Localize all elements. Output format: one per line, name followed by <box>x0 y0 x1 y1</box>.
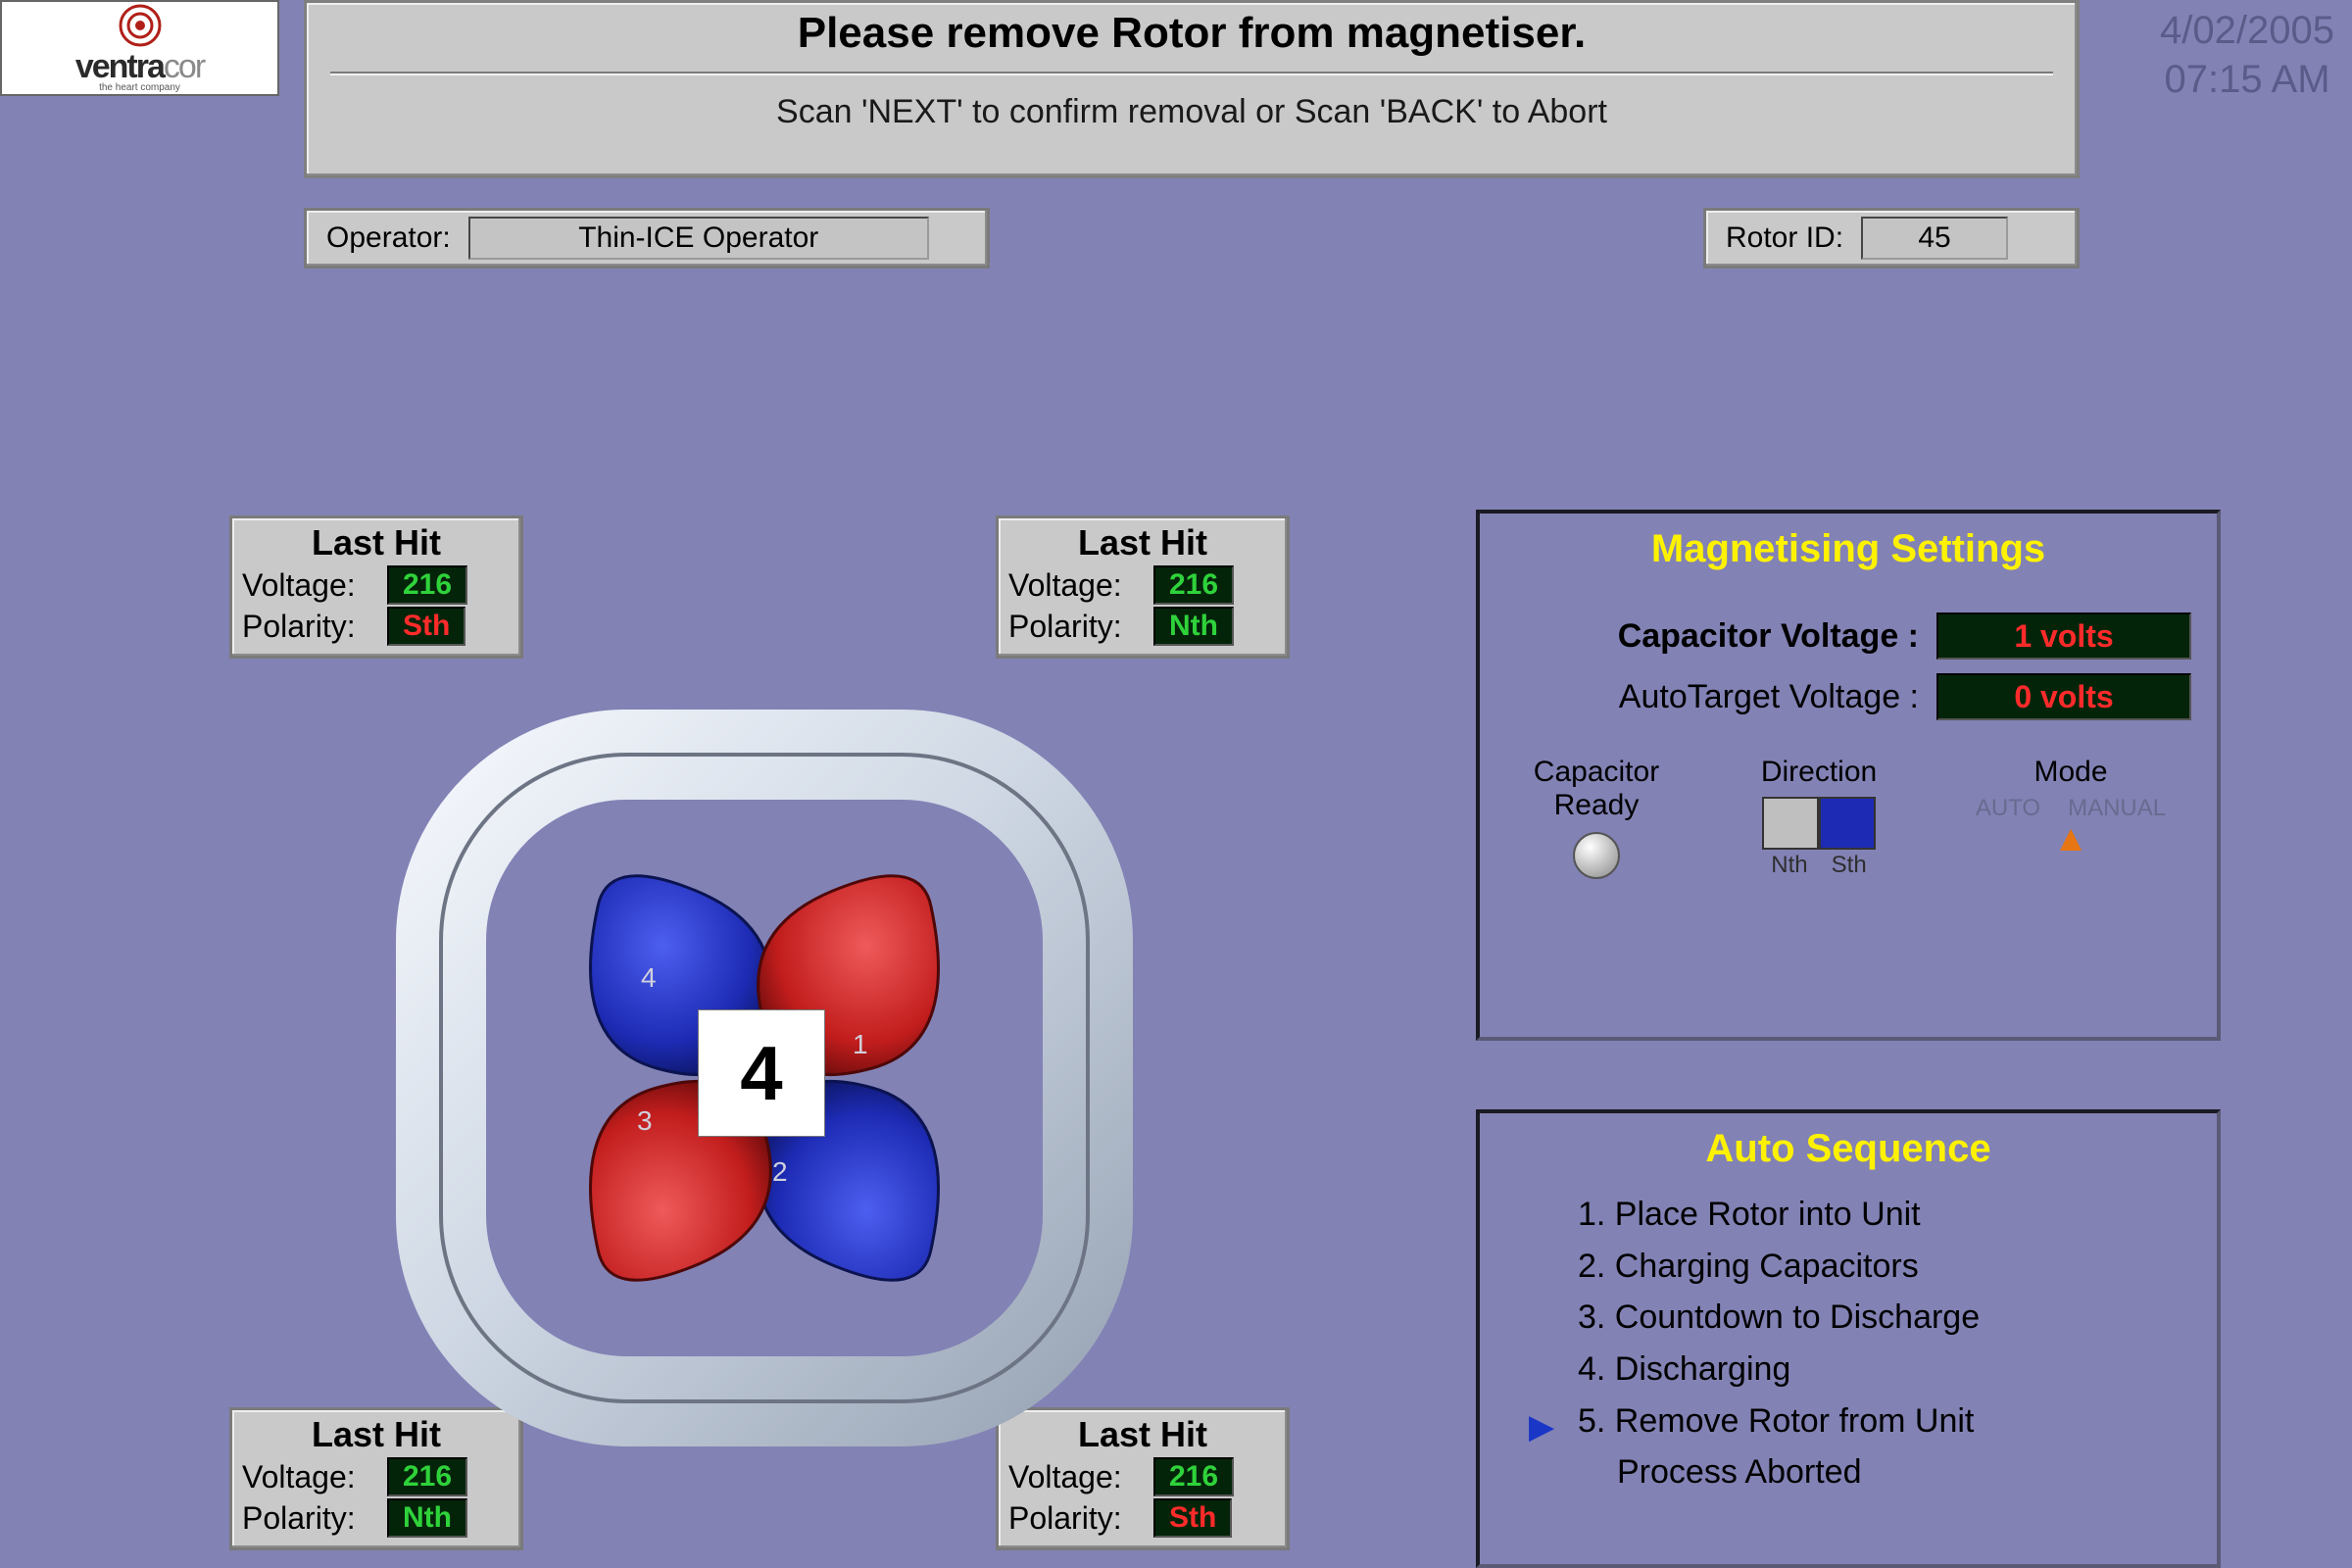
auto-sequence-step: 4. Discharging <box>1535 1344 2191 1396</box>
company-logo: ventracor the heart company <box>0 0 279 96</box>
direction-label: Direction <box>1721 756 1917 789</box>
autotarget-label: AutoTarget Voltage : <box>1505 678 1936 716</box>
voltage-label: Voltage: <box>242 567 387 604</box>
polarity-value: Nth <box>1153 607 1234 646</box>
direction-sth-label: Sth <box>1832 852 1867 879</box>
operator-label: Operator: <box>317 218 461 259</box>
polarity-value: Sth <box>1153 1498 1232 1538</box>
capacitor-ready-label: Capacitor Ready <box>1513 756 1680 822</box>
mode-auto-label[interactable]: AUTO <box>1976 795 2040 822</box>
auto-sequence-panel: Auto Sequence 1. Place Rotor into Unit 2… <box>1476 1109 2221 1568</box>
auto-sequence-step-current: ▶5. Remove Rotor from Unit <box>1535 1396 2191 1447</box>
rotor-id-value: 45 <box>1861 217 2008 260</box>
polarity-label: Polarity: <box>242 609 387 645</box>
operator-value: Thin-ICE Operator <box>468 217 929 260</box>
banner-title: Please remove Rotor from magnetiser. <box>307 9 2077 58</box>
current-step-marker-icon: ▶ <box>1529 1401 1554 1453</box>
datetime-display: 4/02/2005 07:15 AM <box>2160 6 2334 104</box>
last-hit-panel-tr: Last Hit Voltage:216 Polarity:Nth <box>996 515 1290 659</box>
polarity-value: Nth <box>387 1498 467 1538</box>
capacitor-ready-led-icon <box>1573 832 1620 879</box>
rotor-diagram: 4 4 1 2 3 <box>353 666 1176 1490</box>
voltage-value: 216 <box>387 565 467 605</box>
logo-icon <box>118 3 163 48</box>
rotor-id-label: Rotor ID: <box>1716 218 1853 259</box>
capacitor-ready-group: Capacitor Ready <box>1513 756 1680 879</box>
cap-voltage-value: 1 volts <box>1936 612 2191 660</box>
direction-group: Direction Nth Sth <box>1721 756 1917 879</box>
logo-tagline: the heart company <box>99 82 180 93</box>
auto-sequence-step: Process Aborted <box>1535 1446 2191 1498</box>
magnetising-settings-panel: Magnetising Settings Capacitor Voltage :… <box>1476 510 2221 1041</box>
polarity-label: Polarity: <box>242 1500 387 1537</box>
rotor-pos-label-1: 1 <box>853 1029 868 1060</box>
last-hit-title: Last Hit <box>1008 522 1277 564</box>
polarity-value: Sth <box>387 607 466 646</box>
direction-nth-swatch[interactable] <box>1762 797 1819 850</box>
direction-sth-swatch[interactable] <box>1819 797 1876 850</box>
polarity-label: Polarity: <box>1008 1500 1153 1537</box>
banner-subtitle: Scan 'NEXT' to confirm removal or Scan '… <box>307 93 2077 131</box>
rotor-pos-label-4: 4 <box>641 962 657 994</box>
rotor-pos-label-3: 3 <box>637 1105 653 1137</box>
logo-text: ventracor <box>75 48 204 86</box>
auto-sequence-title: Auto Sequence <box>1505 1127 2191 1171</box>
voltage-value: 216 <box>1153 565 1234 605</box>
rotor-pos-label-2: 2 <box>772 1156 788 1188</box>
cap-voltage-label: Capacitor Voltage : <box>1505 617 1936 656</box>
last-hit-panel-tl: Last Hit Voltage:216 Polarity:Sth <box>229 515 523 659</box>
auto-sequence-step: 3. Countdown to Discharge <box>1535 1292 2191 1344</box>
mode-label: Mode <box>1958 756 2183 789</box>
auto-sequence-list: 1. Place Rotor into Unit 2. Charging Cap… <box>1535 1189 2191 1498</box>
banner-divider <box>330 72 2053 75</box>
date-text: 4/02/2005 <box>2160 6 2334 55</box>
operator-field: Operator: Thin-ICE Operator <box>304 208 990 269</box>
mode-group: Mode AUTO MANUAL ▲ <box>1958 756 2183 879</box>
autotarget-value: 0 volts <box>1936 673 2191 720</box>
last-hit-title: Last Hit <box>242 522 511 564</box>
auto-sequence-step: 1. Place Rotor into Unit <box>1535 1189 2191 1241</box>
mode-indicator-arrow-icon: ▲ <box>1958 818 2183 860</box>
time-text: 07:15 AM <box>2160 55 2334 104</box>
polarity-label: Polarity: <box>1008 609 1153 645</box>
magnetising-settings-title: Magnetising Settings <box>1505 527 2191 571</box>
rotor-center-number: 4 <box>698 1009 825 1137</box>
status-banner: Please remove Rotor from magnetiser. Sca… <box>304 0 2080 178</box>
auto-sequence-step: 2. Charging Capacitors <box>1535 1241 2191 1293</box>
voltage-label: Voltage: <box>1008 567 1153 604</box>
direction-nth-label: Nth <box>1771 852 1807 879</box>
rotor-id-field: Rotor ID: 45 <box>1703 208 2080 269</box>
